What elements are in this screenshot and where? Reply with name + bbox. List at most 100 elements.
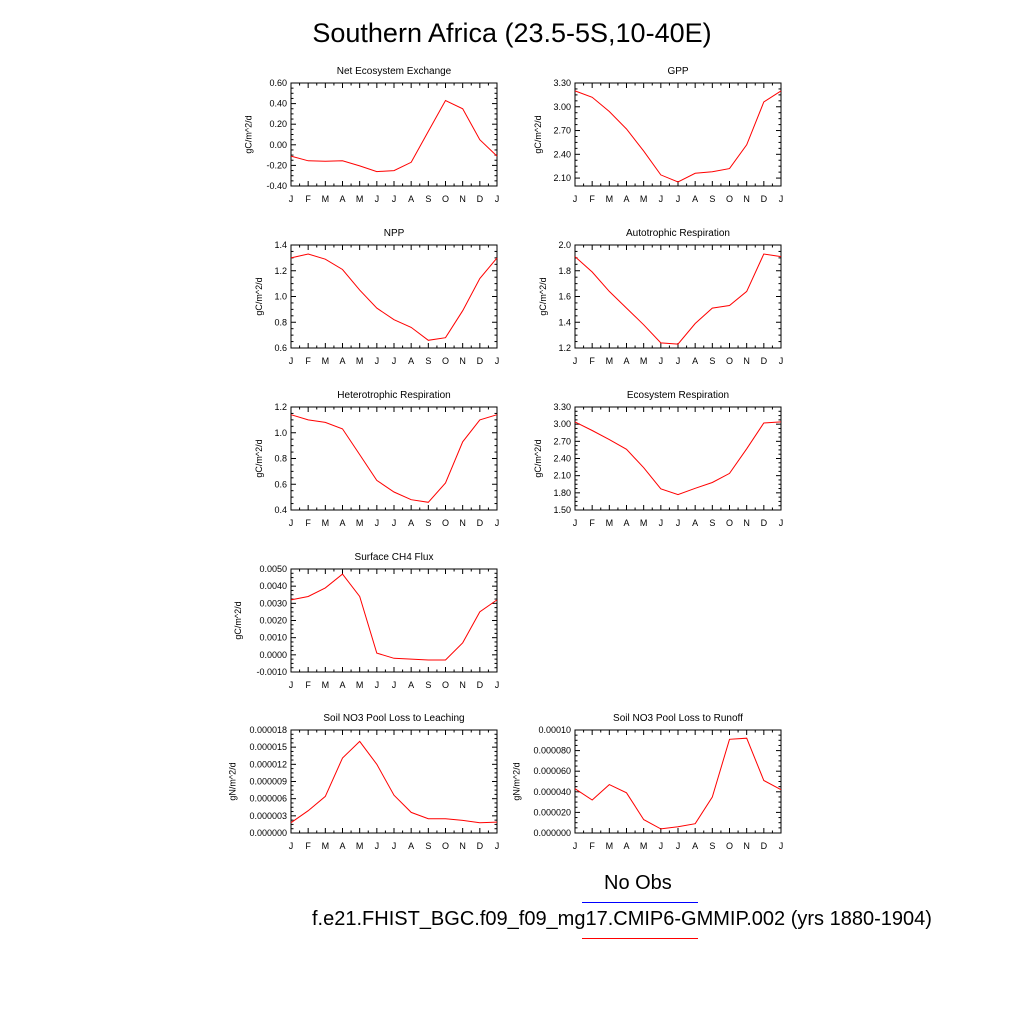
y-tick-label: 0.000000 xyxy=(249,828,287,838)
y-tick-label: 0.000018 xyxy=(249,725,287,735)
y-tick-label: 1.2 xyxy=(558,343,571,353)
y-tick-label: 0.0040 xyxy=(259,581,287,591)
x-tick-label: J xyxy=(659,356,664,366)
x-tick-label: J xyxy=(676,841,681,851)
x-tick-label: O xyxy=(726,356,733,366)
y-axis-label: gC/m^2/d xyxy=(233,601,243,639)
y-tick-label: 0.000009 xyxy=(249,777,287,787)
x-tick-label: S xyxy=(425,518,431,528)
x-tick-label: D xyxy=(477,680,484,690)
x-tick-label: M xyxy=(606,356,614,366)
y-tick-label: -0.0010 xyxy=(256,667,287,677)
panel-title: Soil NO3 Pool Loss to Leaching xyxy=(323,713,464,724)
x-tick-label: J xyxy=(495,194,500,204)
y-axis-label: gN/m^2/d xyxy=(228,762,238,800)
x-tick-label: J xyxy=(392,841,397,851)
series-line xyxy=(290,573,498,661)
series-line xyxy=(290,253,498,341)
plot-frame xyxy=(290,568,498,673)
x-tick-label: O xyxy=(442,194,449,204)
x-tick-label: N xyxy=(459,194,466,204)
series-line xyxy=(574,90,782,183)
x-tick-label: S xyxy=(709,356,715,366)
x-tick-label: N xyxy=(459,841,466,851)
x-tick-label: J xyxy=(779,194,784,204)
y-tick-label: 0.00010 xyxy=(538,725,571,735)
x-tick-label: J xyxy=(573,841,578,851)
x-tick-label: A xyxy=(623,518,629,528)
x-tick-label: F xyxy=(305,194,311,204)
series-line xyxy=(574,737,782,830)
x-tick-label: A xyxy=(408,518,414,528)
figure-title: Southern Africa (23.5-5S,10-40E) xyxy=(312,18,712,48)
x-tick-label: J xyxy=(392,356,397,366)
y-tick-label: 0.000000 xyxy=(533,828,571,838)
x-tick-label: J xyxy=(495,356,500,366)
x-tick-label: M xyxy=(322,194,330,204)
plot-frame xyxy=(290,406,498,511)
x-tick-label: F xyxy=(589,518,595,528)
y-tick-label: 0.000060 xyxy=(533,766,571,776)
x-tick-label: J xyxy=(779,356,784,366)
y-tick-label: 0.000015 xyxy=(249,742,287,752)
chart-panel: J F M A M J J A S O N D J-0.40-0.200.000.200.400.60N… xyxy=(244,66,500,204)
x-tick-label: J xyxy=(676,518,681,528)
x-tick-label: A xyxy=(692,356,698,366)
y-axis-label: gC/m^2/d xyxy=(533,115,543,153)
x-tick-label: A xyxy=(339,680,345,690)
x-tick-label: M xyxy=(322,841,330,851)
y-tick-label: 2.40 xyxy=(553,149,571,159)
x-tick-label: O xyxy=(726,841,733,851)
x-tick-label: D xyxy=(761,194,768,204)
y-tick-label: 0.0030 xyxy=(259,598,287,608)
x-tick-label: F xyxy=(305,356,311,366)
x-tick-label: N xyxy=(459,680,466,690)
x-tick-label: S xyxy=(425,680,431,690)
series-line xyxy=(290,99,498,173)
x-tick-label: N xyxy=(743,356,750,366)
y-tick-label: 0.000080 xyxy=(533,746,571,756)
x-tick-label: M xyxy=(606,841,614,851)
x-tick-label: F xyxy=(589,194,595,204)
y-tick-label: 1.80 xyxy=(553,488,571,498)
x-tick-label: J xyxy=(392,680,397,690)
y-tick-label: 1.4 xyxy=(274,240,287,250)
y-tick-label: 0.40 xyxy=(269,99,287,109)
y-tick-label: 0.0020 xyxy=(259,616,287,626)
y-tick-label: 3.30 xyxy=(553,78,571,88)
x-tick-label: N xyxy=(743,194,750,204)
x-tick-label: A xyxy=(339,194,345,204)
panel-title: GPP xyxy=(667,66,688,77)
series-line xyxy=(290,414,498,503)
x-tick-label: J xyxy=(573,356,578,366)
panel-title: Ecosystem Respiration xyxy=(627,390,729,401)
y-tick-label: 0.8 xyxy=(274,317,287,327)
y-tick-label: 0.000003 xyxy=(249,811,287,821)
y-tick-label: 1.0 xyxy=(274,428,287,438)
x-tick-label: J xyxy=(573,194,578,204)
x-tick-label: J xyxy=(779,841,784,851)
y-tick-label: 1.6 xyxy=(558,292,571,302)
x-tick-label: D xyxy=(477,841,484,851)
x-tick-label: J xyxy=(375,841,380,851)
panel-title: Heterotrophic Respiration xyxy=(337,390,450,401)
y-tick-label: -0.40 xyxy=(266,181,287,191)
x-tick-label: O xyxy=(726,194,733,204)
x-tick-label: A xyxy=(692,518,698,528)
x-tick-label: F xyxy=(305,841,311,851)
x-tick-label: J xyxy=(676,194,681,204)
plot-frame xyxy=(290,729,498,834)
x-tick-label: M xyxy=(640,518,648,528)
y-tick-label: 0.20 xyxy=(269,119,287,129)
panel-title: Net Ecosystem Exchange xyxy=(337,66,452,77)
x-tick-label: A xyxy=(692,841,698,851)
x-tick-label: M xyxy=(356,680,364,690)
x-tick-label: F xyxy=(305,680,311,690)
x-tick-label: M xyxy=(322,356,330,366)
y-tick-label: 2.10 xyxy=(553,471,571,481)
y-tick-label: 3.00 xyxy=(553,102,571,112)
x-tick-label: F xyxy=(589,841,595,851)
y-tick-label: 2.40 xyxy=(553,454,571,464)
